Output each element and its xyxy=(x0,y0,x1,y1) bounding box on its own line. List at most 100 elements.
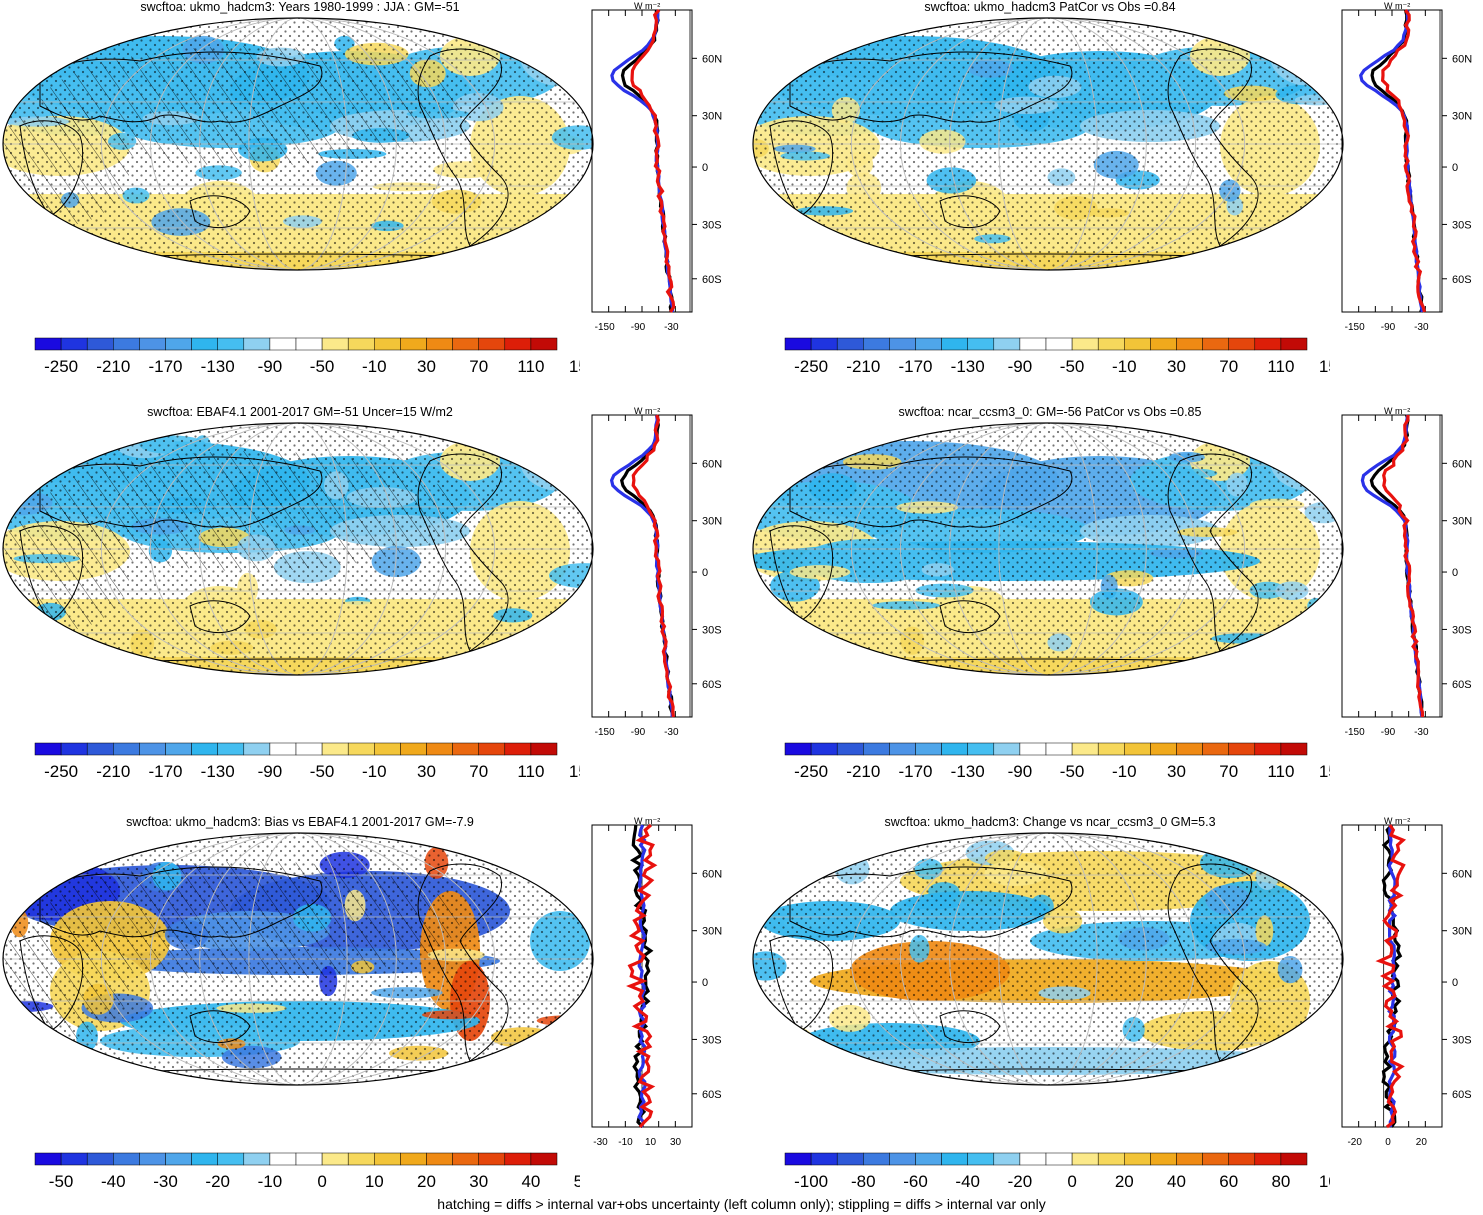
colorbar-swatch xyxy=(452,337,479,351)
colorbar-label: -250 xyxy=(794,762,828,781)
zonal-tick-label: -150 xyxy=(1345,727,1365,738)
zonal-lat-label: 60S xyxy=(702,274,722,286)
colorbar-swatch xyxy=(478,742,506,756)
colorbar-swatch xyxy=(1202,337,1229,351)
colorbar-swatch xyxy=(243,742,271,756)
colorbar-label: 70 xyxy=(469,762,488,781)
zonal-lat-label: 60S xyxy=(1452,679,1472,691)
zonal-tick-label: -90 xyxy=(631,727,646,738)
colorbar-swatch xyxy=(191,337,218,351)
colorbar-swatch xyxy=(1228,742,1256,756)
zonal-tick-label: -90 xyxy=(1381,727,1396,738)
colorbar-swatch xyxy=(269,1152,297,1166)
colorbar-swatch xyxy=(1045,742,1073,756)
colorbar-label: 100 xyxy=(1319,1172,1330,1191)
colorbar-swatch xyxy=(217,337,245,351)
colorbar-label: 150 xyxy=(1319,357,1330,376)
map-field xyxy=(3,18,593,270)
zonal-tick-label: 20 xyxy=(1416,1137,1428,1148)
colorbar-label: -130 xyxy=(951,357,985,376)
colorbar-swatch xyxy=(1202,742,1229,756)
map-panel: swcftoa: ukmo_hadcm3: Years 1980-1999 : … xyxy=(0,0,741,400)
colorbar-label: -90 xyxy=(1008,762,1033,781)
colorbar: -250 -210 -170 -130 -90 -50 -10 30 70 110 150 xyxy=(784,742,1330,781)
colorbar-label: -100 xyxy=(794,1172,828,1191)
zonal-tick-label: 30 xyxy=(670,1137,682,1148)
zonal-unit: W m⁻² xyxy=(1384,816,1410,826)
colorbar-swatch xyxy=(1097,337,1125,351)
zonal-lat-label: 30N xyxy=(702,516,722,528)
colorbar-swatch xyxy=(165,337,192,351)
colorbar-swatch xyxy=(217,1152,245,1166)
colorbar-swatch xyxy=(1280,742,1308,756)
colorbar-swatch xyxy=(1280,1152,1308,1166)
colorbar-swatch xyxy=(1228,1152,1256,1166)
colorbar-swatch xyxy=(863,337,890,351)
colorbar-swatch xyxy=(426,1152,453,1166)
colorbar-swatch xyxy=(295,1152,323,1166)
colorbar-swatch xyxy=(967,742,995,756)
colorbar-label: 40 xyxy=(521,1172,540,1191)
colorbar-swatch xyxy=(967,1152,995,1166)
colorbar-label: -90 xyxy=(1008,357,1033,376)
zonal-tick-label: -20 xyxy=(1347,1137,1362,1148)
zonal-unit: W m⁻² xyxy=(634,816,660,826)
colorbar-swatch xyxy=(321,742,349,756)
zonal-tick-label: -30 xyxy=(664,322,679,333)
colorbar-label: 30 xyxy=(469,1172,488,1191)
zonal-lat-label: 30S xyxy=(1452,1034,1472,1046)
colorbar-swatch xyxy=(1019,742,1047,756)
colorbar-swatch xyxy=(1254,742,1282,756)
colorbar-swatch xyxy=(86,742,114,756)
colorbar-label: -210 xyxy=(96,357,130,376)
colorbar-label: -210 xyxy=(96,762,130,781)
zonal-mean-plot: 60N 30N 0 30S 60S W m⁻² -150 -90 -30 xyxy=(1341,1,1472,333)
colorbar-label: -170 xyxy=(898,762,932,781)
zonal-tick-label: -30 xyxy=(664,727,679,738)
world-map xyxy=(752,832,1344,1086)
colorbar-swatch xyxy=(217,742,245,756)
zonal-lat-label: 0 xyxy=(1452,567,1458,579)
zonal-tick-label: 10 xyxy=(645,1137,657,1148)
colorbar-label: 150 xyxy=(569,357,580,376)
colorbar-label: 30 xyxy=(417,357,436,376)
colorbar-swatch xyxy=(967,337,995,351)
colorbar-swatch xyxy=(941,1152,968,1166)
zonal-lat-label: 60S xyxy=(1452,274,1472,286)
colorbar-swatch xyxy=(915,1152,942,1166)
map-panel: swcftoa: ukmo_hadcm3: Change vs ncar_ccs… xyxy=(750,815,1483,1215)
colorbar-label: -170 xyxy=(898,357,932,376)
colorbar-label: -80 xyxy=(851,1172,876,1191)
colorbar-label: -10 xyxy=(1112,762,1137,781)
colorbar-swatch xyxy=(504,337,532,351)
colorbar-swatch xyxy=(1124,742,1151,756)
colorbar-swatch xyxy=(810,337,838,351)
colorbar-label: -210 xyxy=(846,762,880,781)
colorbar-label: -50 xyxy=(310,357,335,376)
colorbar-label: -50 xyxy=(49,1172,74,1191)
colorbar-swatch xyxy=(1150,337,1177,351)
world-map xyxy=(752,17,1344,271)
colorbar-swatch xyxy=(1150,742,1177,756)
colorbar-label: -10 xyxy=(1112,357,1137,376)
colorbar-label: -130 xyxy=(201,357,235,376)
colorbar-swatch xyxy=(1176,742,1203,756)
colorbar-swatch xyxy=(86,1152,114,1166)
colorbar-label: 60 xyxy=(1219,1172,1238,1191)
colorbar-swatch xyxy=(60,742,88,756)
zonal-line-red xyxy=(1382,414,1424,717)
colorbar-label: -30 xyxy=(153,1172,178,1191)
colorbar-swatch xyxy=(836,1152,864,1166)
colorbar-swatch xyxy=(889,1152,916,1166)
colorbar-label: -10 xyxy=(362,357,387,376)
zonal-lat-label: 30N xyxy=(702,111,722,123)
colorbar-swatch xyxy=(1071,337,1099,351)
colorbar-swatch xyxy=(1045,337,1073,351)
panel-title: swcftoa: ukmo_hadcm3 PatCor vs Obs =0.84 xyxy=(924,0,1176,14)
colorbar-swatch xyxy=(269,337,297,351)
colorbar-swatch xyxy=(530,742,558,756)
colorbar-label: -20 xyxy=(1008,1172,1033,1191)
colorbar-label: 20 xyxy=(1115,1172,1134,1191)
colorbar-label: 70 xyxy=(469,357,488,376)
zonal-tick-label: -150 xyxy=(595,322,615,333)
